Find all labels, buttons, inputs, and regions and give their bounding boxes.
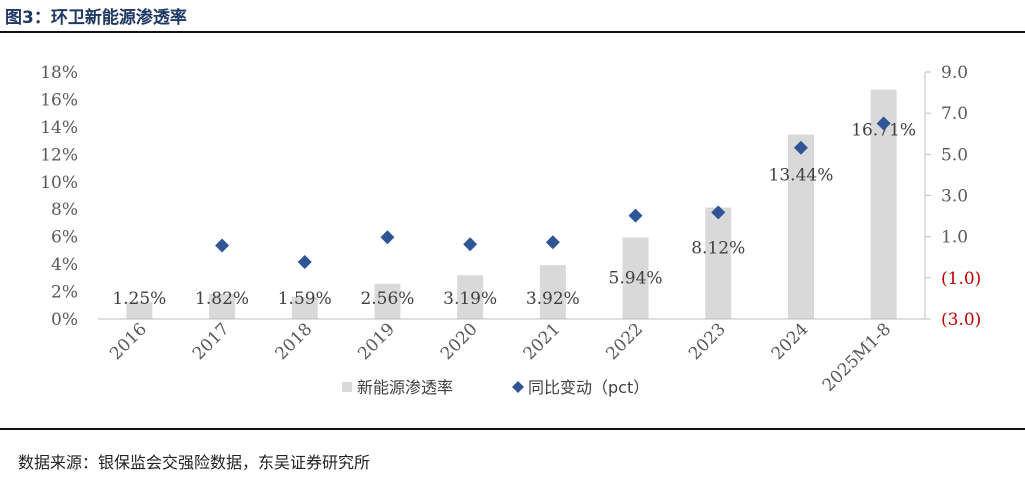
bar (291, 297, 318, 319)
bar-data-label: 1.82% (195, 289, 249, 309)
marker-point (711, 205, 726, 220)
top-rule (0, 31, 1025, 33)
left-tick-label: 14% (40, 118, 78, 138)
right-tick-label: 7.0 (941, 104, 968, 124)
x-tick-label: 2021 (520, 319, 565, 364)
figure-title: 图3：环卫新能源渗透率 (5, 8, 187, 28)
bar-data-label: 3.19% (443, 289, 497, 309)
bar (374, 283, 401, 319)
legend-bar-swatch (342, 382, 352, 392)
marker-point (463, 237, 478, 252)
bar-data-label: 16.71% (851, 121, 916, 141)
bar (622, 237, 649, 319)
left-tick-label: 0% (51, 310, 78, 330)
marker-point (380, 230, 395, 245)
bar-data-label: 2.56% (360, 289, 414, 309)
right-tick-label: 5.0 (941, 145, 968, 165)
x-tick-label: 2018 (272, 319, 317, 364)
marker-point (628, 208, 643, 223)
bar-data-label: 1.25% (112, 289, 166, 309)
chart: 0% 2% 4% 6% 8% 10% 12% 14% 16% 18% (3.0) (1.0) 1.0 3… (40, 63, 981, 397)
x-tick-label: 2024 (768, 319, 813, 364)
bar-data-label: 13.44% (769, 166, 834, 186)
bar-series (126, 89, 897, 320)
right-y-axis: (3.0) (1.0) 1.0 3.0 5.0 7.0 9.0 (924, 63, 981, 330)
left-tick-label: 2% (51, 283, 78, 303)
bar (705, 207, 732, 319)
x-tick-label: 2016 (106, 319, 151, 364)
right-tick-label: 9.0 (941, 63, 968, 83)
left-y-axis: 0% 2% 4% 6% 8% 10% 12% 14% 16% 18% (40, 63, 78, 330)
right-tick-label: (1.0) (941, 269, 981, 289)
right-tick-label: 1.0 (941, 228, 968, 248)
legend-bar-label: 新能源渗透率 (357, 378, 453, 397)
legend: 新能源渗透率 同比变动（pct） (342, 378, 649, 397)
bar-data-label: 8.12% (691, 239, 745, 259)
bar (787, 134, 814, 319)
x-tick-label: 2025M1-8 (819, 319, 895, 395)
bar (457, 275, 484, 319)
marker-series (215, 116, 891, 269)
right-tick-label: (3.0) (941, 310, 981, 330)
source-note: 数据来源：银保监会交强险数据，东吴证券研究所 (18, 453, 371, 472)
bar (539, 265, 566, 319)
x-tick-label: 2019 (354, 319, 399, 364)
bar-data-label: 5.94% (609, 268, 663, 288)
bar-data-label: 3.92% (526, 289, 580, 309)
marker-point (876, 116, 891, 131)
x-tick-label: 2017 (189, 319, 234, 364)
x-axis: 2016 2017 2018 2019 2020 2021 2022 2023 2024 2025… (98, 318, 925, 396)
left-tick-label: 4% (51, 255, 78, 275)
x-tick-label: 2022 (602, 319, 647, 364)
x-tick-label: 2020 (437, 319, 482, 364)
marker-point (215, 238, 230, 253)
bar (209, 294, 236, 319)
left-tick-label: 12% (40, 145, 78, 165)
legend-marker-swatch (512, 381, 524, 393)
legend-marker-label: 同比变动（pct） (528, 378, 649, 397)
bottom-rule (0, 428, 1025, 430)
marker-point (297, 254, 312, 269)
left-tick-label: 6% (51, 228, 78, 248)
bar (126, 301, 153, 319)
left-tick-label: 10% (40, 173, 78, 193)
left-tick-label: 18% (40, 63, 78, 83)
right-tick-label: 3.0 (941, 187, 968, 207)
bar-data-labels: 1.25% 1.82% 1.59% 2.56% 3.19% 3.92% 5.94% 8.12%… (112, 121, 916, 309)
x-tick-label: 2023 (685, 319, 730, 364)
marker-point (793, 140, 808, 155)
left-tick-label: 8% (51, 200, 78, 220)
left-tick-label: 16% (40, 90, 78, 110)
marker-point (545, 235, 560, 250)
bar-data-label: 1.59% (278, 289, 332, 309)
